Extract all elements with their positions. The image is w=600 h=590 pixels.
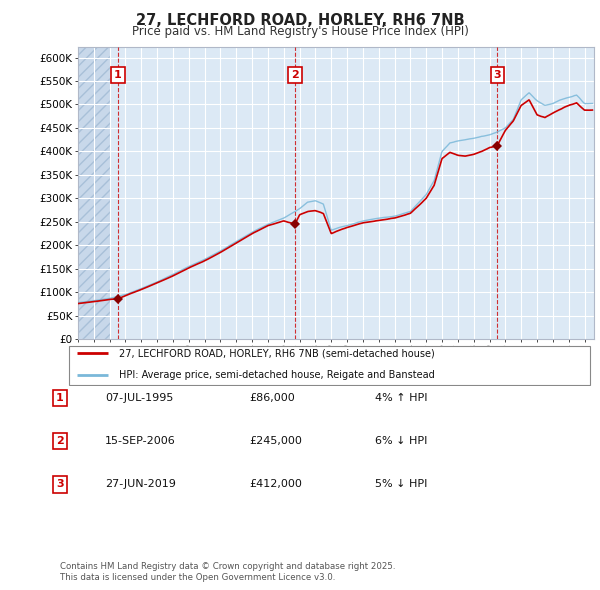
Text: 6% ↓ HPI: 6% ↓ HPI xyxy=(375,437,427,446)
Text: 2: 2 xyxy=(56,437,64,446)
Text: 07-JUL-1995: 07-JUL-1995 xyxy=(105,394,173,403)
Text: 15-SEP-2006: 15-SEP-2006 xyxy=(105,437,176,446)
Text: 5% ↓ HPI: 5% ↓ HPI xyxy=(375,480,427,489)
Text: £86,000: £86,000 xyxy=(249,394,295,403)
Text: 27, LECHFORD ROAD, HORLEY, RH6 7NB (semi-detached house): 27, LECHFORD ROAD, HORLEY, RH6 7NB (semi… xyxy=(119,348,434,358)
Text: 27-JUN-2019: 27-JUN-2019 xyxy=(105,480,176,489)
Bar xyxy=(78,47,110,339)
Text: 1: 1 xyxy=(56,394,64,403)
Text: Price paid vs. HM Land Registry's House Price Index (HPI): Price paid vs. HM Land Registry's House … xyxy=(131,25,469,38)
FancyBboxPatch shape xyxy=(68,346,590,385)
Text: £245,000: £245,000 xyxy=(249,437,302,446)
Text: 2: 2 xyxy=(291,70,299,80)
Text: Contains HM Land Registry data © Crown copyright and database right 2025.
This d: Contains HM Land Registry data © Crown c… xyxy=(60,562,395,582)
Text: £412,000: £412,000 xyxy=(249,480,302,489)
Text: 4% ↑ HPI: 4% ↑ HPI xyxy=(375,394,427,403)
Text: 27, LECHFORD ROAD, HORLEY, RH6 7NB: 27, LECHFORD ROAD, HORLEY, RH6 7NB xyxy=(136,13,464,28)
Text: 3: 3 xyxy=(56,480,64,489)
Text: 3: 3 xyxy=(493,70,501,80)
Text: 1: 1 xyxy=(114,70,122,80)
Text: HPI: Average price, semi-detached house, Reigate and Banstead: HPI: Average price, semi-detached house,… xyxy=(119,371,434,381)
